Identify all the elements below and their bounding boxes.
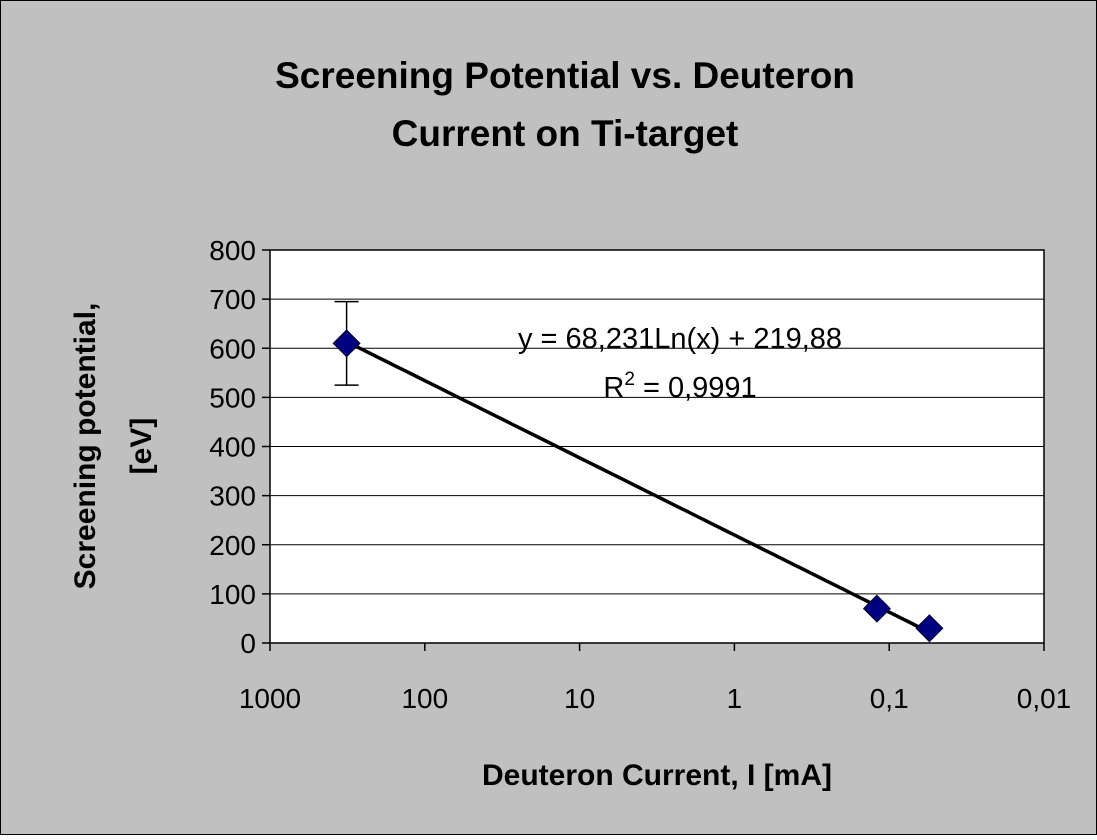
r2-rest: = 0,9991 bbox=[635, 372, 757, 404]
x-tick-label: 10 bbox=[564, 683, 595, 714]
trendline bbox=[345, 340, 931, 634]
marker bbox=[862, 594, 892, 623]
marker bbox=[915, 614, 944, 643]
chart-title: Screening Potential vs. Deuteron bbox=[275, 55, 855, 96]
y-tick-label: 300 bbox=[209, 481, 256, 512]
y-tick-label: 500 bbox=[209, 382, 256, 413]
y-axis-label-group: Screening potential, [eV] bbox=[69, 303, 158, 590]
y-tick-label: 400 bbox=[209, 432, 256, 463]
y-tick-label: 600 bbox=[209, 333, 256, 364]
chart-title: Current on Ti-target bbox=[392, 113, 739, 154]
x-tick-label: 1000 bbox=[239, 683, 301, 714]
y-tick-label: 0 bbox=[240, 628, 256, 659]
x-tick-label: 1 bbox=[727, 683, 743, 714]
x-tick-label: 0,1 bbox=[870, 683, 909, 714]
r2-base: R bbox=[603, 372, 624, 404]
y-tick-label: 200 bbox=[209, 530, 256, 561]
x-tick-label: 0,01 bbox=[1017, 683, 1072, 714]
trendline-r2: R2 = 0,9991 bbox=[603, 369, 756, 404]
x-axis-label: Deuteron Current, I [mA] bbox=[482, 759, 832, 792]
x-tick-label: 100 bbox=[401, 683, 448, 714]
y-tick-label: 100 bbox=[209, 579, 256, 610]
trendline-equation: y = 68,231Ln(x) + 219,88 bbox=[518, 323, 842, 355]
y-axis-label: Screening potential, bbox=[69, 303, 102, 590]
y-axis-label: [eV] bbox=[125, 418, 158, 475]
r2-sup: 2 bbox=[624, 369, 635, 390]
y-tick-label: 700 bbox=[209, 284, 256, 315]
y-tick-label: 800 bbox=[209, 235, 256, 266]
marker bbox=[332, 329, 361, 358]
